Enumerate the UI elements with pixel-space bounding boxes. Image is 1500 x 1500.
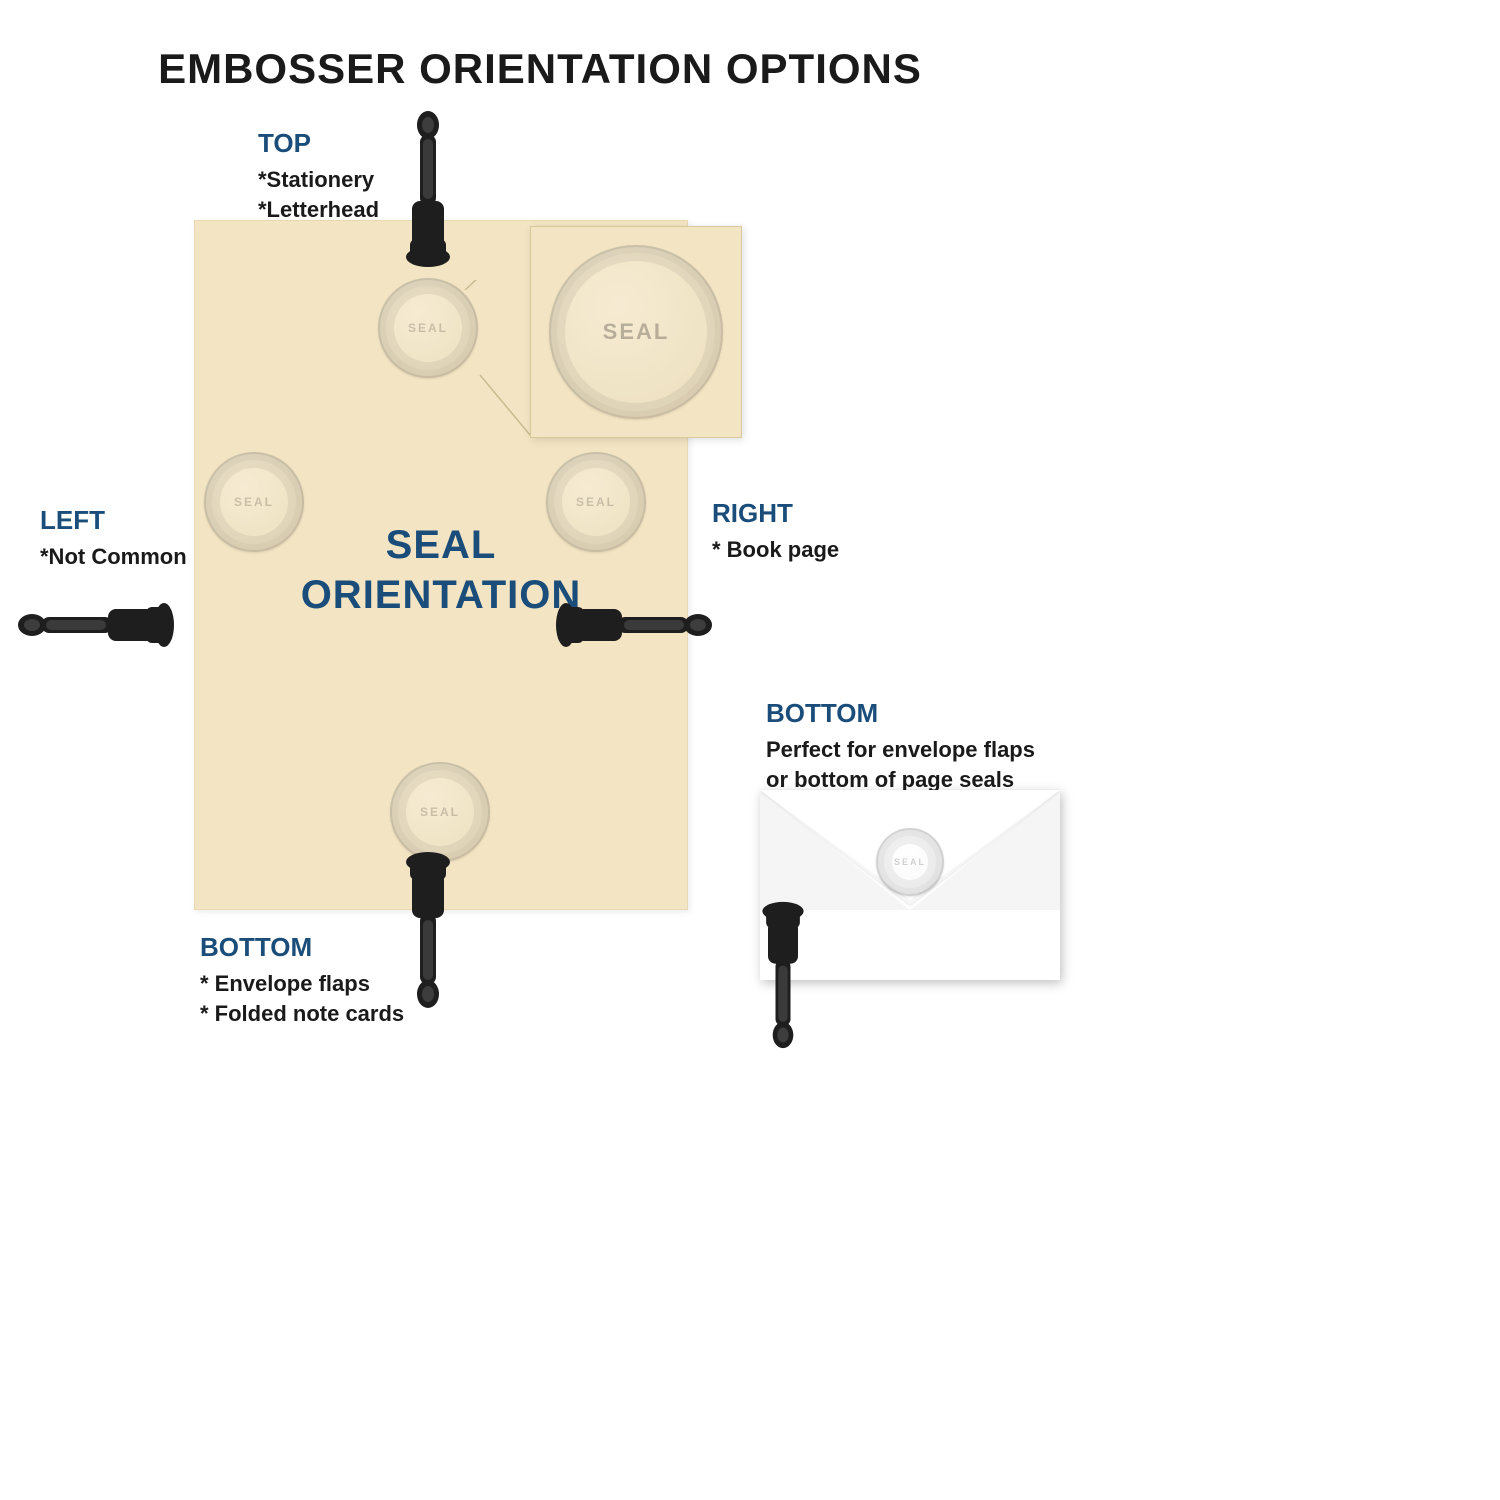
label-right-heading: RIGHT — [712, 498, 839, 529]
label-right-line-0: * Book page — [712, 535, 839, 565]
embosser-right-icon — [554, 601, 714, 649]
label-bottom-detail-heading: BOTTOM — [766, 698, 1086, 729]
label-bottom-heading: BOTTOM — [200, 932, 404, 963]
label-bottom: BOTTOM * Envelope flaps * Folded note ca… — [200, 932, 404, 1028]
label-right: RIGHT * Book page — [712, 498, 839, 565]
label-bottom-detail: BOTTOM Perfect for envelope flaps or bot… — [766, 698, 1086, 794]
envelope-seal: SEAL — [876, 828, 944, 896]
label-bottom-detail-line-0: Perfect for envelope flaps — [766, 735, 1086, 765]
label-left: LEFT *Not Common — [40, 505, 187, 572]
label-top-line-1: *Letterhead — [258, 195, 379, 225]
label-top-heading: TOP — [258, 128, 379, 159]
seal-detail: SEAL — [549, 245, 723, 419]
embosser-bottom-icon — [404, 850, 452, 1010]
label-bottom-line-1: * Folded note cards — [200, 999, 404, 1029]
envelope-example: SEAL — [760, 790, 1060, 1050]
seal-top: SEAL — [378, 278, 478, 378]
label-left-line-0: *Not Common — [40, 542, 187, 572]
seal-bottom: SEAL — [390, 762, 490, 862]
center-label-line1: SEAL — [194, 520, 688, 570]
label-left-heading: LEFT — [40, 505, 187, 536]
label-top: TOP *Stationery *Letterhead — [258, 128, 379, 224]
embosser-left-icon — [16, 601, 176, 649]
embosser-top-icon — [404, 109, 452, 269]
label-bottom-line-0: * Envelope flaps — [200, 969, 404, 999]
embosser-envelope-icon — [885, 890, 933, 1050]
label-top-line-0: *Stationery — [258, 165, 379, 195]
page-title: EMBOSSER ORIENTATION OPTIONS — [0, 45, 1080, 93]
seal-detail-box: SEAL — [530, 226, 742, 438]
